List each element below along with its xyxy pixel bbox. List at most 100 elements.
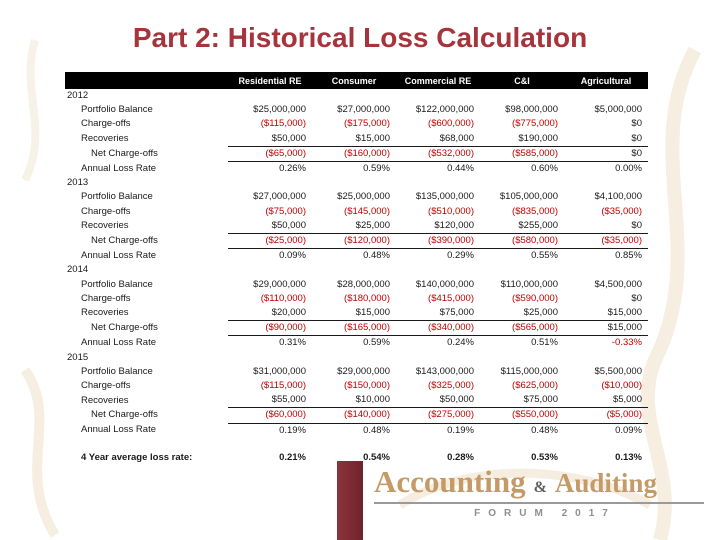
value-cell: ($550,000): [480, 407, 564, 424]
value-cell: 0.48%: [312, 248, 396, 264]
value-cell: 0.26%: [228, 161, 312, 177]
table-row: Recoveries $55,000 $10,000 $50,000 $75,000 $5…: [65, 393, 648, 408]
value-cell: ($532,000): [396, 145, 480, 162]
brand-word-accounting: Accounting: [374, 464, 526, 499]
value-cell: $10,000: [355, 394, 390, 406]
value-cell: ($25,000): [228, 233, 312, 249]
spacer-cell: [65, 438, 648, 451]
column-header-empty: [65, 72, 228, 89]
value-cell: ($510,000): [428, 205, 474, 217]
table-row: Portfolio Balance $29,000,000 $28,000,000 $…: [65, 278, 648, 292]
value-cell: ($590,000): [512, 292, 558, 304]
value-cell: 0.28%: [447, 451, 474, 463]
value-cell: ($145,000): [344, 205, 390, 217]
value-cell: $50,000: [439, 394, 474, 406]
value-cell: ($325,000): [428, 380, 474, 392]
value-cell: ($10,000): [601, 380, 642, 392]
value-cell: $4,500,000: [594, 278, 642, 290]
value-cell: 0.29%: [396, 248, 480, 264]
value-cell: $15,000: [564, 320, 648, 336]
value-cell: ($120,000): [312, 233, 396, 249]
year-row: 2012: [65, 89, 648, 103]
value-cell: $75,000: [523, 394, 558, 406]
brand-text: Accounting & Auditing: [374, 464, 708, 499]
row-label: Charge-offs: [81, 292, 131, 304]
table-row: Charge-offs ($75,000) ($145,000) ($510,000)…: [65, 205, 648, 219]
row-label: Recoveries: [81, 307, 129, 319]
table-row: Annual Loss Rate 0.09% 0.48% 0.29% 0.55% 0.85…: [65, 248, 648, 264]
value-cell: 0.85%: [564, 248, 648, 264]
value-cell: $15,000: [355, 307, 390, 319]
row-label: Portfolio Balance: [81, 365, 153, 377]
row-label: Charge-offs: [81, 380, 131, 392]
value-cell: ($115,000): [260, 118, 306, 130]
row-label: Portfolio Balance: [81, 191, 153, 203]
value-cell: 0.54%: [363, 451, 390, 463]
table-row: Net Charge-offs ($60,000) ($140,000) ($275,…: [65, 407, 648, 424]
value-cell: ($150,000): [344, 380, 390, 392]
row-label: Annual Loss Rate: [81, 337, 156, 349]
value-cell: $55,000: [271, 394, 306, 406]
table-row: Annual Loss Rate 0.26% 0.59% 0.44% 0.60% 0.00…: [65, 161, 648, 177]
value-cell: $28,000,000: [337, 278, 390, 290]
value-cell: 0.55%: [480, 248, 564, 264]
value-cell: 0.31%: [228, 335, 312, 351]
value-cell: 0.48%: [312, 422, 396, 438]
value-cell: $25,000: [355, 219, 390, 231]
table-row: Net Charge-offs ($65,000) ($160,000) ($532,…: [65, 145, 648, 162]
value-cell: ($340,000): [396, 320, 480, 336]
value-cell: $143,000,000: [415, 365, 474, 377]
value-cell: 0.60%: [480, 161, 564, 177]
value-cell: 0.59%: [312, 335, 396, 351]
table-row: Recoveries $50,000 $15,000 $68,000 $190,000 $…: [65, 132, 648, 147]
table-row: Portfolio Balance $31,000,000 $29,000,000 $…: [65, 365, 648, 379]
value-cell: $135,000,000: [415, 191, 474, 203]
value-cell: ($35,000): [564, 233, 648, 249]
row-label: Annual Loss Rate: [81, 249, 156, 261]
value-cell: 0.09%: [564, 422, 648, 438]
brand-word-auditing: Auditing: [554, 468, 657, 498]
brand-ampersand: &: [533, 479, 547, 496]
table-row: Recoveries $20,000 $15,000 $75,000 $25,000 $1…: [65, 306, 648, 321]
table-row: Annual Loss Rate 0.31% 0.59% 0.24% 0.51% -0.3…: [65, 335, 648, 351]
value-cell: $255,000: [518, 219, 558, 231]
spacer-row: [65, 438, 648, 451]
year-label: 2012: [67, 90, 89, 101]
value-cell: ($110,000): [260, 292, 306, 304]
value-cell: 0.21%: [279, 451, 306, 463]
value-cell: ($390,000): [396, 233, 480, 249]
value-cell: $50,000: [271, 132, 306, 144]
value-cell: ($175,000): [344, 118, 390, 130]
value-cell: $15,000: [607, 307, 642, 319]
table-row: 4 Year average loss rate: 0.21% 0.54% 0.28%…: [65, 451, 648, 465]
table-row: Recoveries $50,000 $25,000 $120,000 $255,000…: [65, 219, 648, 234]
row-label: Annual Loss Rate: [81, 424, 156, 436]
column-header: Consumer: [312, 72, 396, 89]
value-cell: ($65,000): [228, 145, 312, 162]
value-cell: $25,000,000: [337, 191, 390, 203]
year-row: 2013: [65, 176, 648, 190]
value-cell: ($75,000): [265, 205, 306, 217]
column-header: Agricultural: [564, 72, 648, 89]
value-cell: $4,100,000: [594, 191, 642, 203]
value-cell: $0: [564, 145, 648, 162]
value-cell: ($180,000): [344, 292, 390, 304]
value-cell: $31,000,000: [253, 365, 306, 377]
value-cell: $5,000,000: [594, 104, 642, 116]
value-cell: 0.48%: [480, 422, 564, 438]
value-cell: $27,000,000: [337, 104, 390, 116]
value-cell: $25,000: [523, 307, 558, 319]
value-cell: $0: [631, 118, 642, 130]
table-row: Portfolio Balance $27,000,000 $25,000,000 $…: [65, 190, 648, 204]
value-cell: ($625,000): [512, 380, 558, 392]
value-cell: 0.53%: [531, 451, 558, 463]
value-cell: ($115,000): [260, 380, 306, 392]
value-cell: ($775,000): [512, 118, 558, 130]
value-cell: $0: [631, 292, 642, 304]
value-cell: 0.00%: [564, 161, 648, 177]
value-cell: 0.44%: [396, 161, 480, 177]
value-cell: ($580,000): [480, 233, 564, 249]
row-label: Net Charge-offs: [91, 409, 158, 421]
table-row: Net Charge-offs ($90,000) ($165,000) ($340,…: [65, 320, 648, 336]
